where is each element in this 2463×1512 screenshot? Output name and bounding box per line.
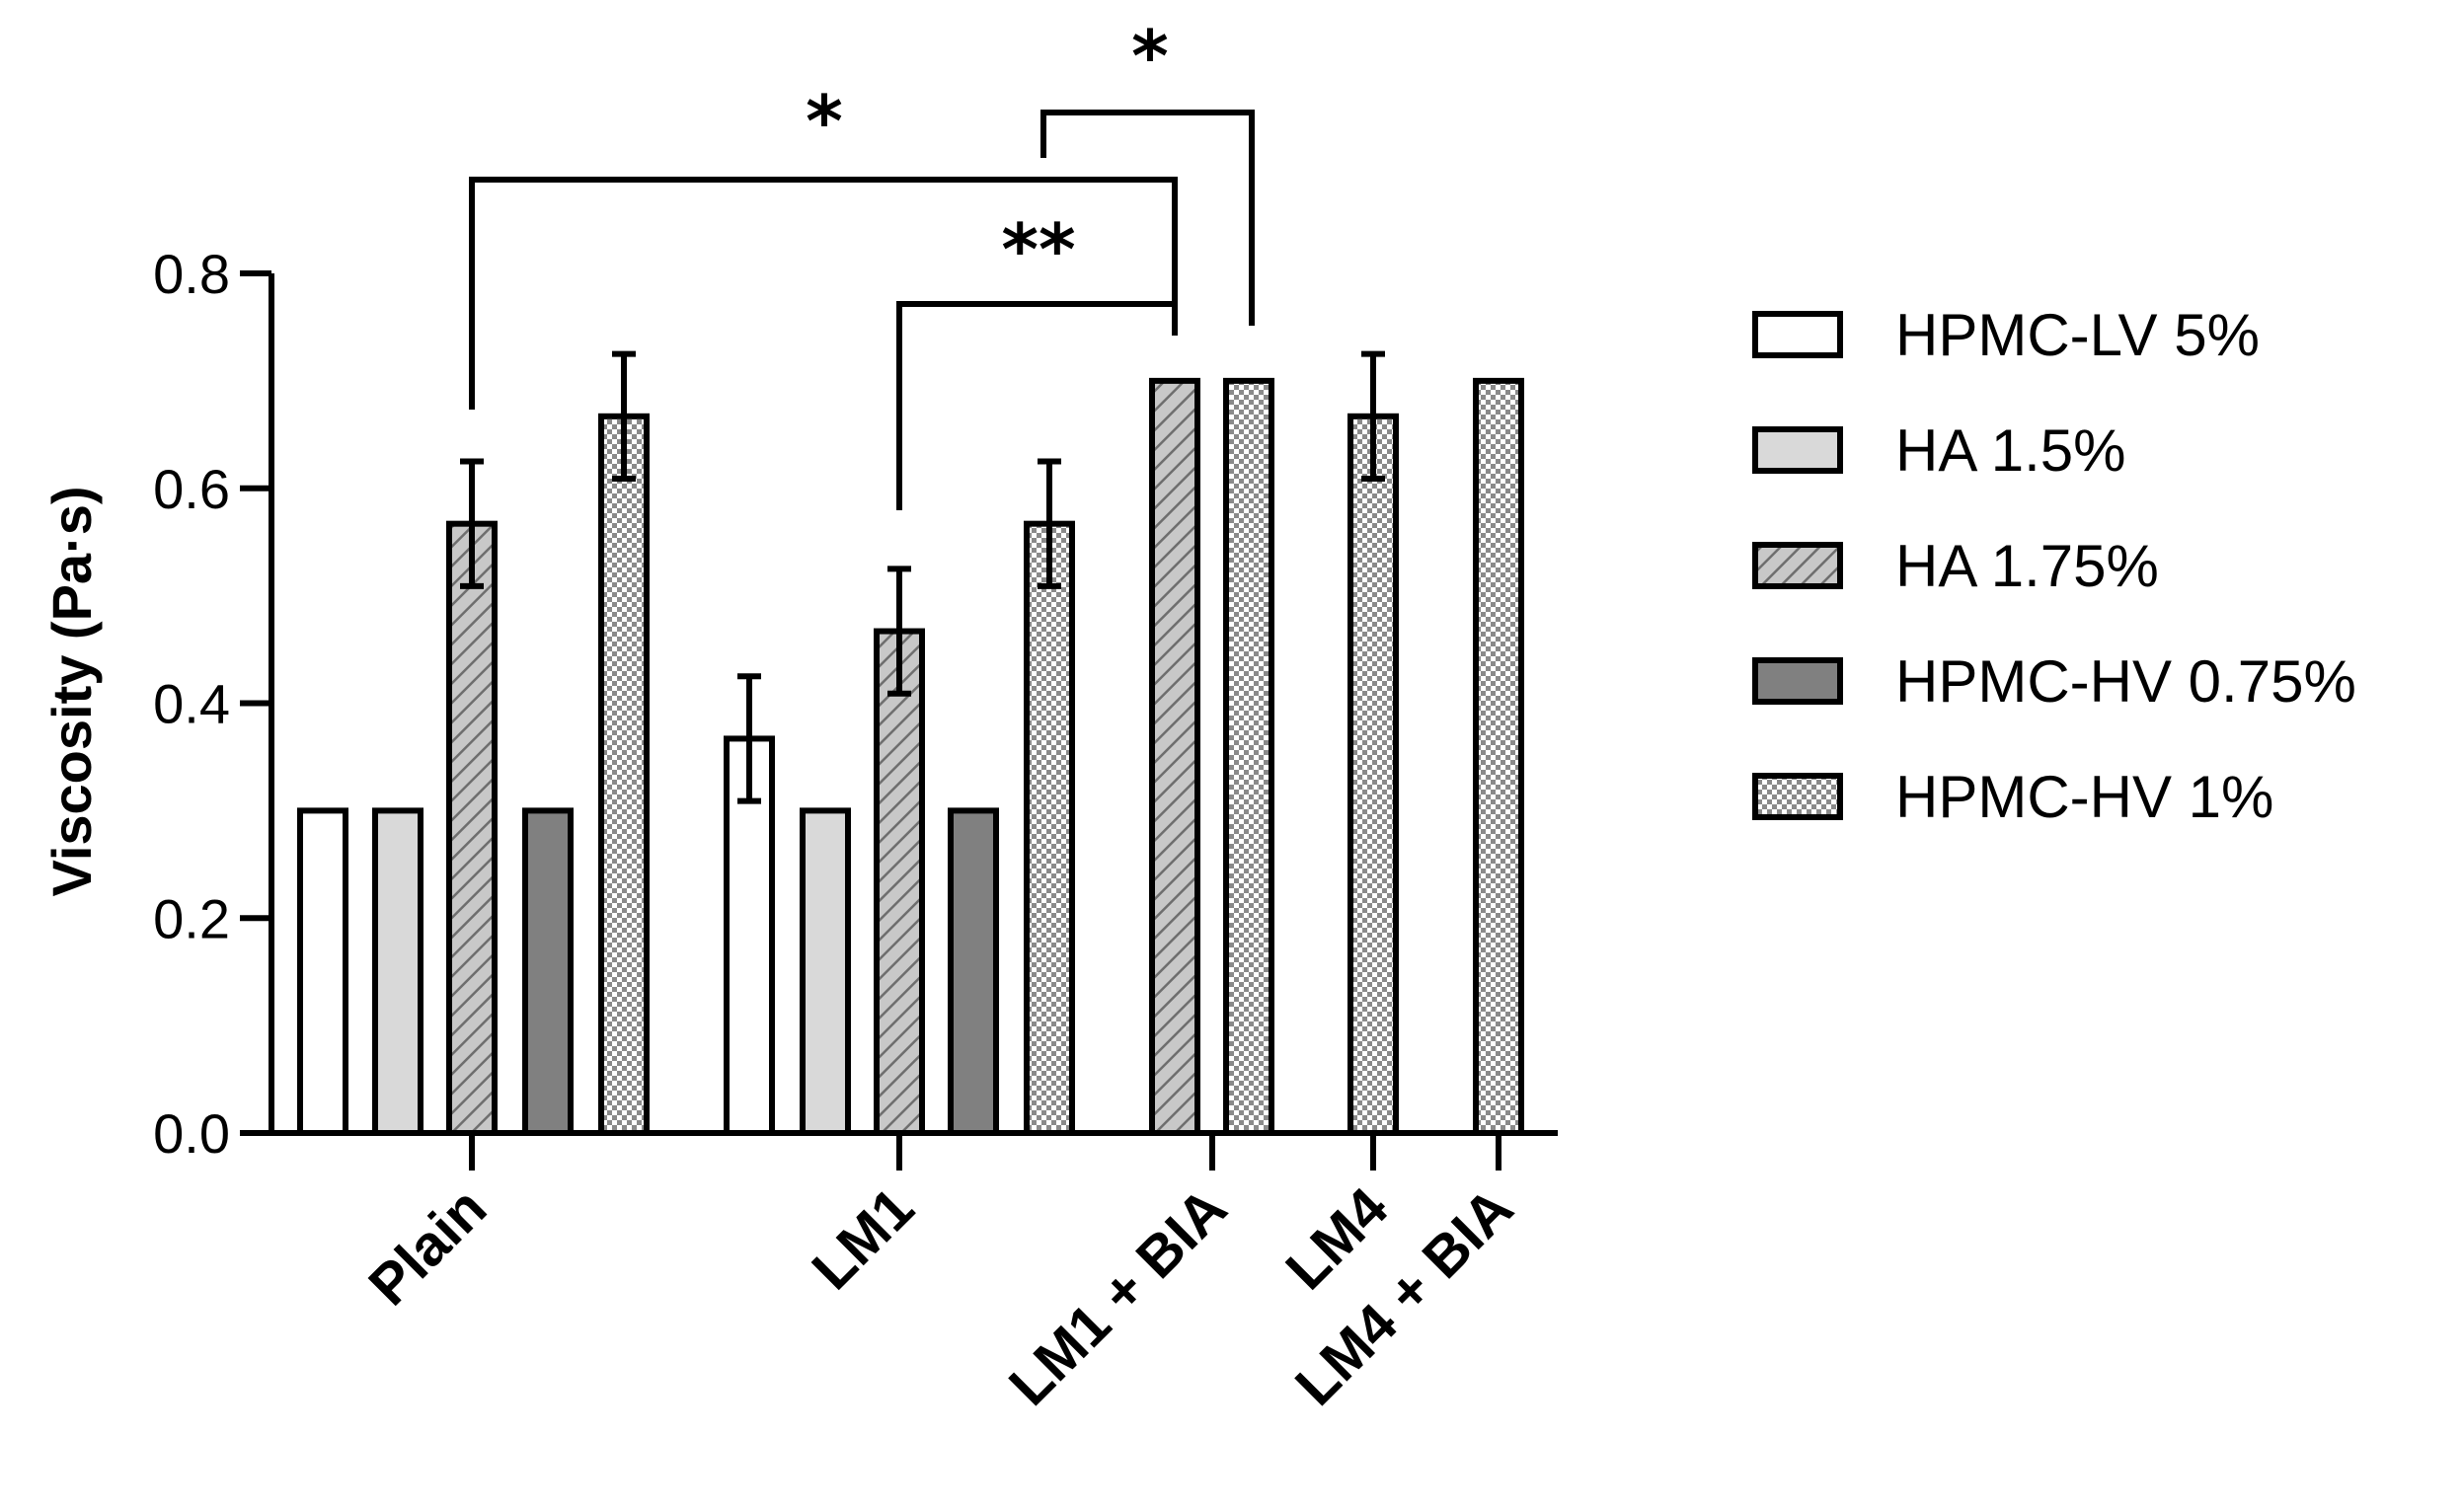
bar (598, 413, 650, 1136)
bar (446, 520, 498, 1136)
x-tick-label: LM1 (800, 1175, 926, 1302)
legend-label: HPMC-HV 0.75% (1895, 648, 2356, 715)
bar (297, 807, 348, 1136)
y-tick-label: 0.4 (153, 673, 230, 735)
y-tick-label: 0.6 (153, 458, 230, 520)
bar (874, 628, 925, 1137)
significance-label: * (1131, 15, 1169, 98)
significance-brackets: **** (469, 15, 1255, 510)
bar (1024, 520, 1075, 1136)
legend-label: HPMC-HV 1% (1895, 764, 2273, 830)
y-tick-label: 0.0 (153, 1102, 230, 1165)
legend-label: HPMC-LV 5% (1895, 302, 2260, 368)
significance-label: * (806, 80, 843, 163)
bar (1149, 377, 1200, 1136)
bar (1223, 377, 1274, 1136)
legend-label: HA 1.5% (1895, 417, 2125, 484)
legend-swatch (1752, 542, 1843, 589)
legend-swatch (1752, 773, 1843, 820)
significance-bracket (1040, 110, 1255, 326)
significance-label: ** (1001, 208, 1075, 291)
significance-bracket (896, 301, 1178, 510)
legend-label: HA 1.75% (1895, 533, 2159, 599)
y-axis-title: Viscosity (Pa·s) (40, 486, 103, 896)
bar (1347, 413, 1399, 1136)
legend-swatch (1752, 657, 1843, 705)
x-tick-label: LM1 + BIA (997, 1175, 1239, 1417)
bar (800, 807, 851, 1136)
bars (297, 350, 1524, 1137)
legend-swatch (1752, 426, 1843, 474)
bar (372, 807, 423, 1136)
x-tick-label: Plain (356, 1175, 499, 1318)
legend-swatch (1752, 311, 1843, 358)
bar (948, 807, 999, 1136)
significance-bracket (469, 177, 1178, 410)
y-tick-label: 0.2 (153, 887, 230, 949)
y-tick-label: 0.8 (153, 243, 230, 305)
legend: HPMC-LV 5% HA 1.5% HA 1.75% HPMC-HV 0.75% HP… (1752, 302, 2356, 830)
bar (1473, 377, 1524, 1136)
bar (522, 807, 574, 1136)
axes: 0.0 0.2 0.4 0.6 0.8 Viscosity (Pa·s) Plain LM1 L… (40, 243, 1558, 1418)
